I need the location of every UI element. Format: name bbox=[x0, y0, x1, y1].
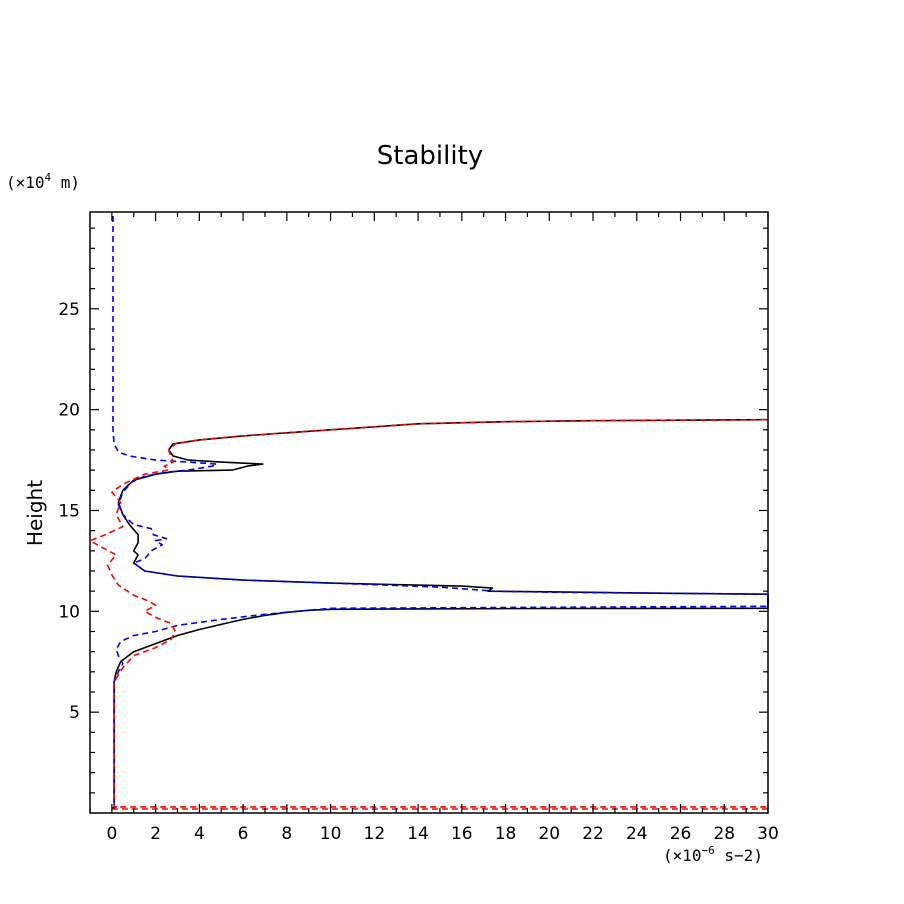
y-tick-label: 15 bbox=[58, 501, 80, 521]
x-tick-label: 28 bbox=[713, 824, 735, 844]
x-tick-label: 24 bbox=[626, 824, 648, 844]
x-unit-label: (×10−6 s−2) bbox=[663, 844, 763, 865]
y-tick-label: 25 bbox=[58, 300, 80, 320]
x-tick-label: 20 bbox=[538, 824, 560, 844]
y-axis-label: Height bbox=[23, 480, 47, 546]
y-unit-prefix: (×10 bbox=[6, 173, 45, 192]
x-tick-label: 30 bbox=[757, 824, 779, 844]
series-line-total bbox=[111, 418, 769, 810]
x-tick-label: 0 bbox=[106, 824, 117, 844]
x-tick-label: 16 bbox=[451, 824, 473, 844]
x-tick-label: 2 bbox=[150, 824, 161, 844]
y-tick-label: 20 bbox=[58, 401, 80, 421]
x-unit-prefix: (×10 bbox=[663, 846, 702, 865]
series-layer bbox=[89, 212, 769, 810]
x-tick-label: 26 bbox=[670, 824, 692, 844]
x-tick-label: 8 bbox=[281, 824, 292, 844]
x-tick-label: 10 bbox=[320, 824, 342, 844]
x-unit-exponent: −6 bbox=[702, 844, 715, 857]
series-line-red bbox=[89, 418, 769, 810]
x-tick-label: 4 bbox=[194, 824, 205, 844]
y-tick-label: 10 bbox=[58, 602, 80, 622]
x-unit-suffix: s−2) bbox=[715, 846, 763, 865]
plot-frame bbox=[89, 211, 769, 814]
y-unit-exponent: 4 bbox=[45, 171, 52, 184]
x-tick-label: 18 bbox=[495, 824, 517, 844]
x-tick-label: 14 bbox=[407, 824, 429, 844]
x-tick-label: 22 bbox=[582, 824, 604, 844]
series-line-blue bbox=[111, 212, 769, 810]
x-tick-label: 6 bbox=[238, 824, 249, 844]
y-tick-label: 5 bbox=[69, 703, 80, 723]
chart-title: Stability bbox=[377, 141, 483, 171]
x-tick-label: 12 bbox=[364, 824, 386, 844]
y-unit-label: (×104 m) bbox=[6, 171, 80, 192]
y-unit-suffix: m) bbox=[51, 173, 80, 192]
